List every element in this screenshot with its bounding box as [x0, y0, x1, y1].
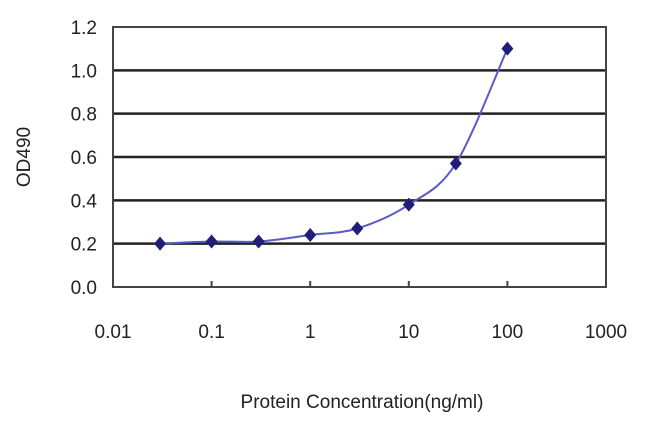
- series-line: [160, 48, 509, 245]
- y-tick-label: 0.4: [71, 191, 98, 212]
- x-tick-label: 1: [305, 322, 316, 343]
- y-axis-label: OD490: [14, 127, 35, 187]
- x-tick-label: 100: [492, 322, 524, 343]
- y-tick-label: 0.2: [71, 235, 97, 256]
- y-ticks: 0.0 0.2 0.4 0.6 0.8 1.0 1.2: [71, 18, 98, 299]
- y-tick-label: 0.8: [71, 105, 97, 126]
- y-tick-label: 0.0: [71, 278, 97, 299]
- plot-area: [112, 26, 607, 288]
- x-tick-label: 1000: [585, 322, 627, 343]
- data-point-marker: [154, 236, 167, 251]
- data-point-marker: [252, 234, 265, 249]
- data-point-marker: [304, 228, 317, 242]
- grid-lines: [113, 69, 606, 245]
- data-point-marker: [449, 156, 462, 171]
- x-tick-label: 0.01: [95, 322, 132, 343]
- x-ticks: 0.01 0.1 1 10 100 1000: [95, 281, 627, 343]
- y-tick-label: 1.2: [71, 18, 97, 39]
- x-axis-label: Protein Concentration(ng/ml): [241, 392, 484, 413]
- data-point-marker: [205, 234, 218, 249]
- series-markers: [154, 41, 514, 251]
- data-point-marker: [501, 41, 514, 56]
- x-tick-label: 0.1: [198, 322, 224, 343]
- y-tick-label: 1.0: [71, 61, 97, 82]
- x-tick-label: 10: [398, 322, 419, 343]
- data-point-marker: [402, 197, 415, 212]
- data-point-marker: [351, 221, 364, 236]
- y-tick-label: 0.6: [71, 148, 97, 169]
